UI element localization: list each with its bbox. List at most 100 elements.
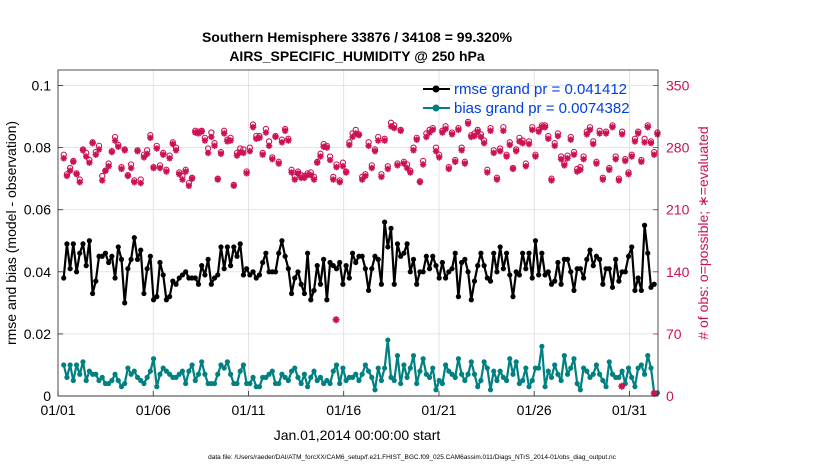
obs-evaluated-marker [628, 153, 635, 160]
rmse-point [423, 253, 429, 259]
rmse-point [526, 250, 532, 256]
rmse-point [385, 244, 391, 250]
star-stroke [282, 127, 288, 134]
bias-point [80, 359, 86, 365]
star-stroke [272, 134, 279, 140]
rmse-point [308, 297, 314, 303]
obs-evaluated-marker [599, 176, 607, 183]
obs-evaluated-marker [551, 142, 558, 150]
star-stroke [105, 163, 112, 170]
bias-point [420, 356, 426, 362]
bias-point [134, 374, 141, 380]
obs-evaluated-series [60, 120, 661, 189]
rmse-point [163, 297, 170, 303]
star-stroke [259, 151, 266, 158]
obs-evaluated-marker [503, 153, 510, 160]
bias-point [436, 377, 442, 384]
star-stroke [397, 127, 404, 134]
star-stroke [510, 166, 516, 172]
rmse-point [330, 263, 336, 269]
bias-point [385, 337, 391, 343]
rmse-point [292, 275, 298, 281]
star-stroke [160, 151, 167, 158]
obs-evaluated-marker [500, 127, 507, 134]
star-stroke [442, 126, 449, 132]
obs-evaluated-marker [92, 151, 100, 158]
star-stroke [644, 124, 651, 131]
bias-point [645, 353, 651, 359]
rmse-point [590, 263, 596, 269]
star-stroke [494, 176, 500, 183]
bias-point [150, 356, 157, 362]
star-stroke [150, 165, 157, 171]
bias-point [99, 374, 105, 380]
obs-evaluated-marker [201, 137, 209, 144]
star-stroke [368, 165, 375, 171]
bias-point [529, 377, 535, 384]
obs-evaluated-marker [593, 160, 600, 167]
bias-point [176, 371, 182, 377]
rmse-point [125, 266, 131, 272]
star-stroke [186, 182, 192, 189]
rmse-point [635, 275, 641, 281]
bias-point [382, 365, 388, 371]
star-stroke [641, 139, 648, 146]
rmse-point [167, 294, 173, 300]
star-stroke [535, 128, 542, 135]
obs-evaluated-marker [471, 132, 478, 140]
obs-evaluated-marker [654, 131, 661, 138]
star-stroke [202, 137, 208, 144]
rmse-point [532, 238, 539, 244]
star-stroke [240, 150, 247, 156]
star-stroke [654, 131, 661, 138]
rmse-point [221, 266, 227, 272]
star-stroke [176, 171, 183, 178]
obs-evaluated-marker [188, 175, 196, 182]
star-stroke [128, 165, 134, 171]
star-stroke [413, 136, 420, 143]
star-stroke [285, 137, 292, 144]
bias-point [452, 374, 458, 380]
obs-evaluated-marker [73, 171, 80, 178]
rmse-point [536, 272, 542, 278]
obs-evaluated-marker [381, 137, 388, 144]
y2-tick-label: 280 [666, 140, 690, 156]
obs-evaluated-marker [278, 139, 286, 146]
star-stroke [555, 133, 561, 139]
star-stroke [247, 148, 253, 154]
bias-point [638, 362, 644, 368]
star-stroke [612, 156, 619, 162]
bias-point [362, 362, 368, 368]
rmse-point [285, 266, 291, 272]
star-stroke [385, 166, 391, 172]
bias-point [635, 365, 641, 371]
rmse-point [170, 278, 176, 284]
rmse-point [160, 272, 166, 278]
star-stroke [516, 138, 523, 145]
rmse-point [321, 256, 327, 262]
obs-evaluated-marker [89, 139, 96, 147]
chart-title: Southern Hemisphere 33876 / 34108 = 99.3… [202, 29, 513, 45]
bias-point [86, 368, 92, 374]
star-stroke [455, 127, 462, 133]
obs-evaluated-marker [76, 179, 83, 186]
rmse-point [122, 300, 128, 306]
y2-tick-label: 350 [666, 78, 690, 94]
rmse-point [465, 269, 471, 275]
obs-evaluated-marker [99, 177, 106, 184]
bias-point [224, 359, 230, 365]
obs-evaluated-marker [105, 163, 112, 170]
bias-point [487, 387, 494, 393]
bias-point [394, 353, 401, 359]
rmse-point [227, 263, 234, 269]
star-stroke [317, 153, 324, 160]
rmse-point [247, 272, 253, 278]
bias-point [343, 377, 349, 384]
star-stroke [208, 134, 215, 140]
bias-point [141, 380, 147, 387]
bias-point [494, 377, 500, 384]
obs-evaluated-marker [259, 151, 266, 158]
bias-point [327, 380, 333, 387]
obs-evaluated-marker [159, 151, 167, 158]
star-stroke [401, 160, 407, 167]
